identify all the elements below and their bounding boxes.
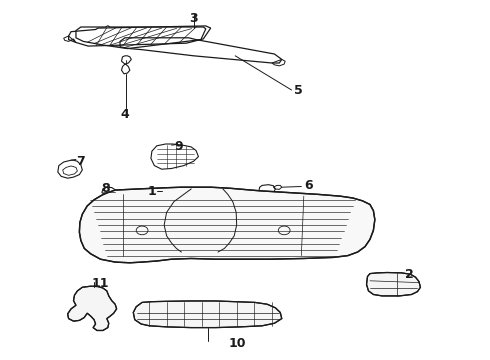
Text: 2: 2 [405, 268, 414, 281]
Polygon shape [68, 286, 117, 330]
Text: 11: 11 [92, 277, 109, 290]
Polygon shape [367, 273, 420, 296]
Text: 9: 9 [174, 140, 183, 153]
Polygon shape [79, 187, 375, 263]
Text: 7: 7 [76, 155, 85, 168]
Polygon shape [133, 301, 282, 328]
Text: 1: 1 [147, 185, 156, 198]
Text: 6: 6 [304, 179, 313, 192]
Text: 5: 5 [294, 84, 303, 96]
Text: 10: 10 [229, 337, 246, 350]
Text: 3: 3 [189, 12, 198, 24]
Text: 4: 4 [121, 108, 129, 121]
Text: 8: 8 [101, 182, 110, 195]
